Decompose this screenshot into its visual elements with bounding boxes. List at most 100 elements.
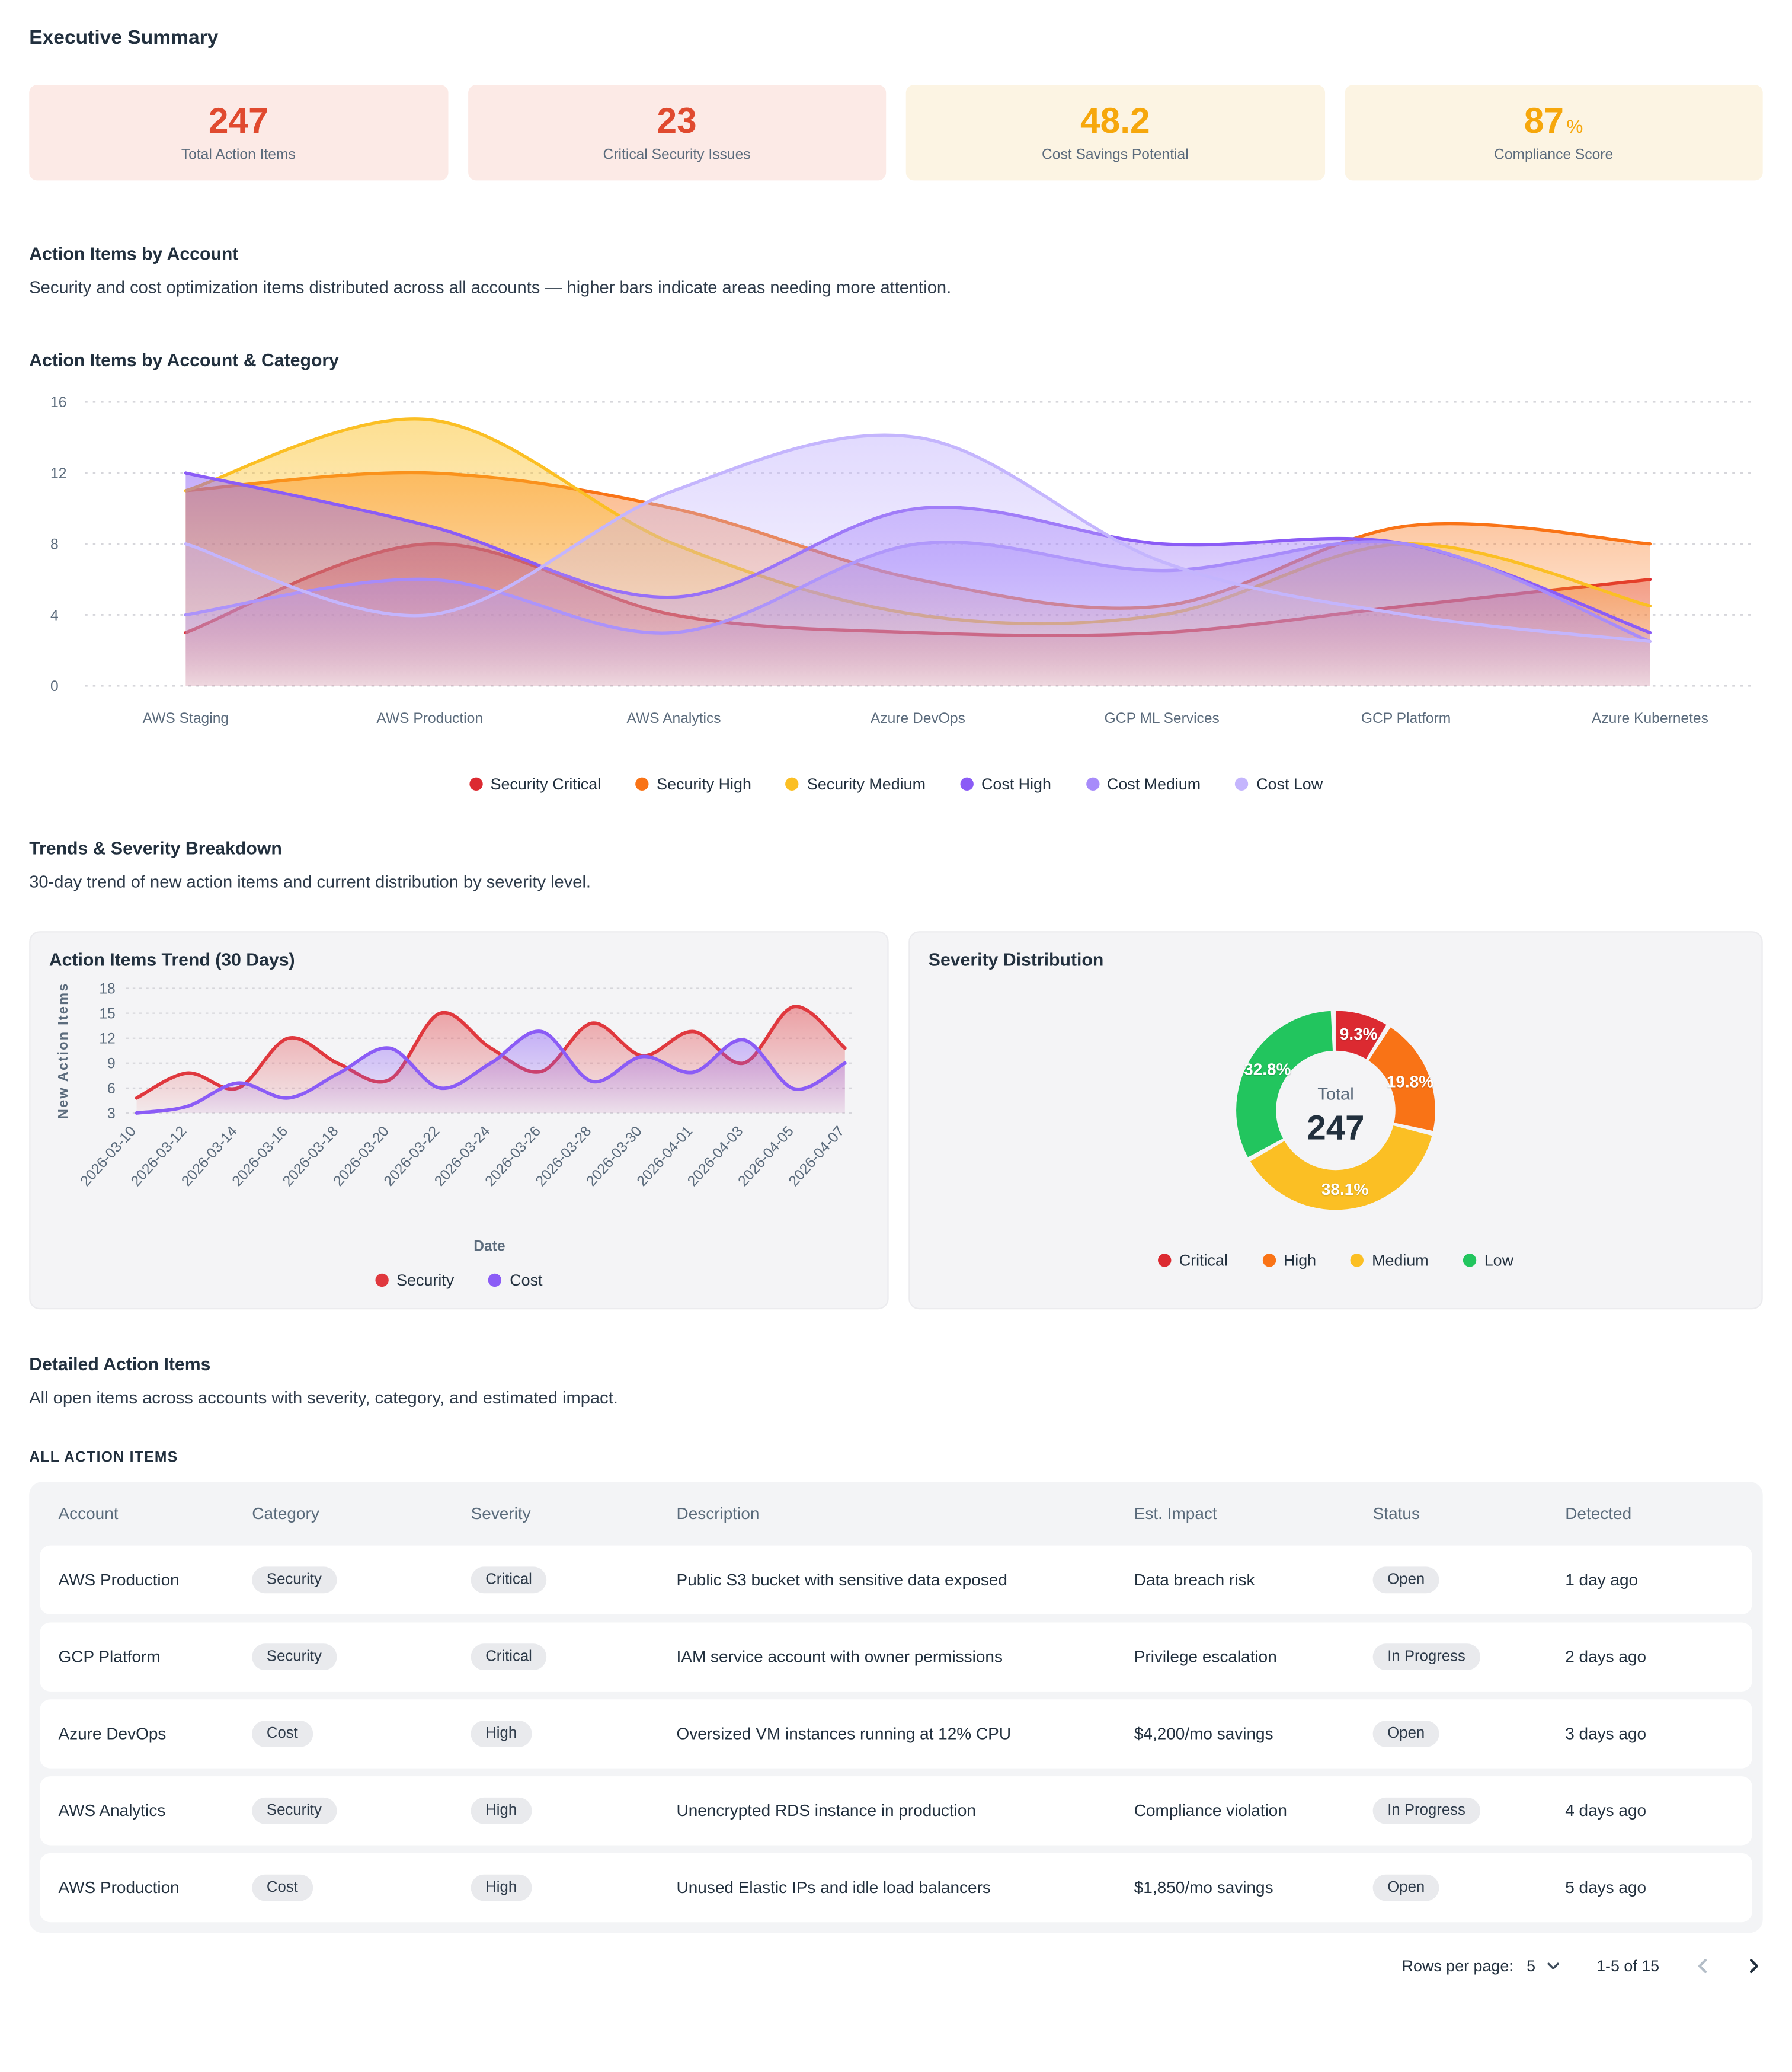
chevron-right-icon[interactable] (1744, 1956, 1762, 1975)
section-title-by-account: Action Items by Account (29, 244, 239, 264)
donut-legend-item: Critical (1157, 1251, 1228, 1270)
section-desc-detailed: All open items across accounts with seve… (29, 1387, 618, 1408)
legend-dot-icon (635, 777, 649, 791)
table-row: GCP Platform Security Critical IAM service … (40, 1622, 1752, 1692)
page-title: Executive Summary (29, 26, 219, 49)
table-row: AWS Production Security Critical Public S3 … (40, 1545, 1752, 1615)
cell-detected: 4 days ago (1565, 1801, 1647, 1820)
legend-dot-icon (1463, 1254, 1477, 1267)
cell-status-badge: Open (1372, 1721, 1439, 1747)
cell-category-badge: Security (252, 1566, 337, 1594)
kpi-label: Total Action Items (181, 146, 296, 163)
legend-label: Critical (1179, 1251, 1228, 1270)
legend-dot-icon (488, 1273, 502, 1287)
column-header-status: Status (1372, 1504, 1420, 1523)
area-legend-item: Cost Low (1235, 775, 1323, 794)
cell-status-badge: In Progress (1372, 1643, 1480, 1671)
svg-text:Azure Kubernetes: Azure Kubernetes (1592, 711, 1708, 727)
cell-status: Open (1372, 1874, 1566, 1901)
svg-text:38.1%: 38.1% (1321, 1180, 1368, 1198)
legend-label: Low (1484, 1251, 1513, 1270)
kpi-label: Compliance Score (1494, 146, 1614, 163)
cell-severity-badge: High (471, 1721, 532, 1747)
cell-account: AWS Analytics (58, 1801, 166, 1820)
cell-category: Security (252, 1797, 471, 1824)
svg-text:9: 9 (107, 1056, 116, 1072)
trend-severity-panels: Action Items Trend (30 Days) 3 6 9 12 15 18 Ne… (29, 931, 1763, 1310)
legend-dot-icon (1262, 1254, 1276, 1267)
svg-text:AWS Production: AWS Production (376, 711, 483, 727)
area-legend-item: Security Critical (469, 775, 601, 794)
cell-detected: 2 days ago (1565, 1647, 1647, 1667)
chevron-left-icon[interactable] (1694, 1956, 1712, 1975)
cell-impact: Data breach risk (1134, 1571, 1255, 1590)
cell-impact: $1,850/mo savings (1134, 1878, 1273, 1897)
cell-impact: Privilege escalation (1134, 1647, 1277, 1667)
table-header-row: Account Category Severity Description Est. I… (40, 1482, 1752, 1545)
cell-category-badge: Cost (252, 1874, 313, 1901)
legend-dot-icon (1235, 777, 1249, 791)
svg-text:247: 247 (1307, 1109, 1364, 1147)
severity-chart-title: Severity Distribution (928, 949, 1104, 970)
cell-severity: Critical (471, 1643, 677, 1671)
legend-label: Security (396, 1271, 455, 1290)
table-row: AWS Analytics Security High Unencrypted RDS… (40, 1776, 1752, 1846)
kpi-card-row: 247 Total Action Items 23 Critical Security… (29, 85, 1763, 181)
trend-line-chart: 3 6 9 12 15 18 New Action Items 2026-03-10 2026-… (49, 978, 869, 1268)
cell-description: Unused Elastic IPs and idle load balance… (676, 1878, 991, 1897)
svg-text:12: 12 (99, 1031, 115, 1047)
svg-text:3: 3 (107, 1106, 116, 1122)
legend-dot-icon (375, 1273, 389, 1287)
column-header-severity: Severity (471, 1504, 531, 1523)
svg-text:AWS Staging: AWS Staging (143, 711, 229, 727)
legend-dot-icon (960, 777, 974, 791)
pagination-range-label: 1-5 of 15 (1596, 1956, 1660, 1975)
pagination-nav (1694, 1956, 1762, 1975)
area-legend-item: Security Medium (786, 775, 926, 794)
kpi-value-suffix: % (1566, 114, 1583, 136)
legend-label: Medium (1372, 1251, 1429, 1270)
svg-text:18: 18 (99, 981, 115, 997)
cell-description: Unencrypted RDS instance in production (676, 1801, 977, 1820)
kpi-card-cost-savings-potential: 48.2 Cost Savings Potential (905, 85, 1324, 181)
svg-text:6: 6 (107, 1081, 116, 1097)
severity-donut-chart: 9.3% 19.8% 38.1% 32.8% Total 247 (929, 973, 1743, 1249)
legend-label: Cost Low (1256, 775, 1323, 794)
chevron-down-icon (1547, 1962, 1559, 1969)
section-desc-trends: 30-day trend of new action items and cur… (29, 871, 591, 892)
cell-impact: $4,200/mo savings (1134, 1724, 1273, 1744)
cell-category: Security (252, 1566, 471, 1594)
cell-detected: 5 days ago (1565, 1878, 1647, 1897)
rows-per-page-label: Rows per page: (1401, 1956, 1513, 1975)
cell-account: AWS Production (58, 1571, 180, 1590)
cell-category: Cost (252, 1874, 471, 1901)
svg-text:New Action Items: New Action Items (55, 982, 71, 1119)
legend-dot-icon (1086, 777, 1099, 791)
table-body: AWS Production Security Critical Public S3 … (40, 1545, 1752, 1923)
cell-account: GCP Platform (58, 1647, 161, 1667)
cell-severity-badge: High (471, 1797, 532, 1824)
section-desc-by-account: Security and cost optimization items dis… (29, 277, 952, 298)
cell-status: Open (1372, 1566, 1566, 1594)
cell-status: In Progress (1372, 1797, 1566, 1824)
cell-status: Open (1372, 1721, 1566, 1747)
cell-category-badge: Security (252, 1643, 337, 1671)
area-legend-item: Cost High (960, 775, 1051, 794)
rows-per-page-value: 5 (1527, 1956, 1536, 1975)
cell-category-badge: Cost (252, 1721, 313, 1747)
kpi-label: Cost Savings Potential (1041, 146, 1189, 163)
legend-label: Cost High (981, 775, 1051, 794)
donut-legend-item: High (1262, 1251, 1316, 1270)
severity-panel: Severity Distribution 9.3% 19.8% 38.1% 32.8… (908, 931, 1763, 1310)
legend-label: High (1283, 1251, 1317, 1270)
legend-label: Security Critical (490, 775, 601, 794)
action-items-table: Account Category Severity Description Est. I… (29, 1482, 1763, 1933)
section-title-trends: Trends & Severity Breakdown (29, 838, 282, 859)
legend-label: Security High (657, 775, 751, 794)
section-title-detailed: Detailed Action Items (29, 1354, 211, 1374)
rows-per-page-select[interactable]: 5 (1527, 1956, 1562, 1975)
kpi-value: 48.2 (1080, 100, 1150, 140)
cell-severity-badge: High (471, 1874, 532, 1901)
table-row: AWS Production Cost High Unused Elastic IPs… (40, 1853, 1752, 1923)
